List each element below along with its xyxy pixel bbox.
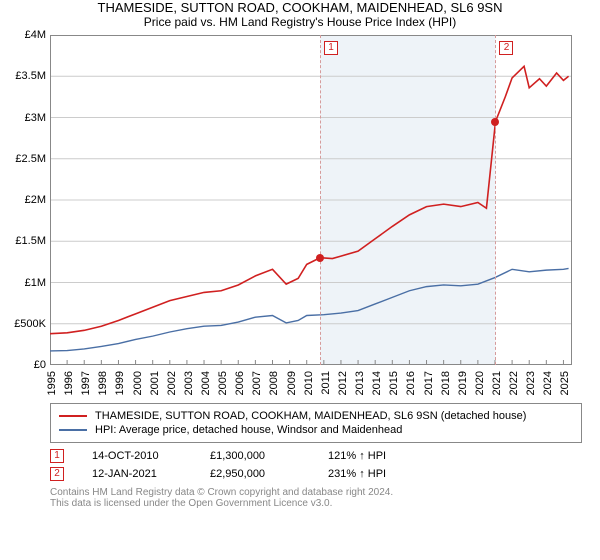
x-tick-label: 2014 [371, 371, 383, 395]
legend-swatch [59, 429, 87, 431]
legend: THAMESIDE, SUTTON ROAD, COOKHAM, MAIDENH… [50, 403, 582, 443]
y-tick-label: £500K [14, 318, 46, 330]
transaction-price: £1,300,000 [210, 450, 300, 462]
y-tick-label: £1M [25, 277, 46, 289]
chart-title: THAMESIDE, SUTTON ROAD, COOKHAM, MAIDENH… [0, 0, 600, 15]
x-tick-label: 2012 [337, 371, 349, 395]
transaction-row: 1 14-OCT-2010 £1,300,000 121% ↑ HPI [50, 449, 582, 463]
y-tick-label: £0 [34, 359, 46, 371]
x-tick-label: 2007 [251, 371, 263, 395]
x-tick-label: 2020 [474, 371, 486, 395]
x-tick-label: 2008 [268, 371, 280, 395]
transaction-price: £2,950,000 [210, 468, 300, 480]
footer-line: This data is licensed under the Open Gov… [50, 498, 582, 509]
transaction-row: 2 12-JAN-2021 £2,950,000 231% ↑ HPI [50, 467, 582, 481]
x-tick-label: 2016 [405, 371, 417, 395]
x-tick-label: 2005 [217, 371, 229, 395]
transaction-date: 14-OCT-2010 [92, 450, 182, 462]
x-tick-label: 2022 [508, 371, 520, 395]
x-tick-label: 2015 [388, 371, 400, 395]
footer-attribution: Contains HM Land Registry data © Crown c… [50, 487, 582, 509]
x-tick-label: 1996 [63, 371, 75, 395]
x-tick-label: 2006 [234, 371, 246, 395]
chart-svg [50, 35, 572, 365]
x-tick-label: 2010 [303, 371, 315, 395]
transaction-row-number: 2 [50, 467, 64, 481]
transaction-vline [495, 35, 496, 365]
y-tick-label: £2.5M [15, 153, 46, 165]
x-tick-label: 2003 [183, 371, 195, 395]
x-tick-label: 2013 [354, 371, 366, 395]
transaction-row-number: 1 [50, 449, 64, 463]
y-tick-label: £1.5M [15, 235, 46, 247]
y-tick-label: £2M [25, 194, 46, 206]
x-tick-label: 2009 [286, 371, 298, 395]
x-tick-label: 2011 [320, 371, 332, 395]
chart-area: £0£500K£1M£1.5M£2M£2.5M£3M£3.5M£4M199519… [50, 35, 572, 365]
legend-row: HPI: Average price, detached house, Wind… [59, 424, 573, 436]
y-tick-label: £3.5M [15, 70, 46, 82]
transaction-table: 1 14-OCT-2010 £1,300,000 121% ↑ HPI 2 12-JAN-… [50, 449, 582, 481]
x-tick-label: 1998 [97, 371, 109, 395]
x-tick-label: 1995 [46, 371, 58, 395]
y-tick-label: £3M [25, 112, 46, 124]
x-tick-label: 2000 [132, 371, 144, 395]
legend-label: THAMESIDE, SUTTON ROAD, COOKHAM, MAIDENH… [95, 410, 526, 422]
x-tick-label: 1999 [114, 371, 126, 395]
transaction-marker-box: 1 [324, 41, 338, 55]
transaction-vs-hpi: 231% ↑ HPI [328, 468, 386, 480]
legend-row: THAMESIDE, SUTTON ROAD, COOKHAM, MAIDENH… [59, 410, 573, 422]
x-tick-label: 2025 [559, 371, 571, 395]
y-tick-label: £4M [25, 29, 46, 41]
x-tick-label: 2019 [457, 371, 469, 395]
x-tick-label: 2002 [166, 371, 178, 395]
x-tick-label: 2018 [440, 371, 452, 395]
transaction-vline [320, 35, 321, 365]
transaction-dot [316, 254, 324, 262]
legend-label: HPI: Average price, detached house, Wind… [95, 424, 402, 436]
transaction-date: 12-JAN-2021 [92, 468, 182, 480]
x-tick-label: 2004 [200, 371, 212, 395]
x-tick-label: 2023 [525, 371, 537, 395]
x-tick-label: 1997 [80, 371, 92, 395]
x-tick-label: 2024 [542, 371, 554, 395]
chart-subtitle: Price paid vs. HM Land Registry's House … [0, 15, 600, 29]
transaction-marker-box: 2 [499, 41, 513, 55]
legend-swatch [59, 415, 87, 417]
x-tick-label: 2001 [149, 371, 161, 395]
x-tick-label: 2021 [491, 371, 503, 395]
transaction-dot [491, 118, 499, 126]
transaction-vs-hpi: 121% ↑ HPI [328, 450, 386, 462]
x-tick-label: 2017 [423, 371, 435, 395]
footer-line: Contains HM Land Registry data © Crown c… [50, 487, 582, 498]
